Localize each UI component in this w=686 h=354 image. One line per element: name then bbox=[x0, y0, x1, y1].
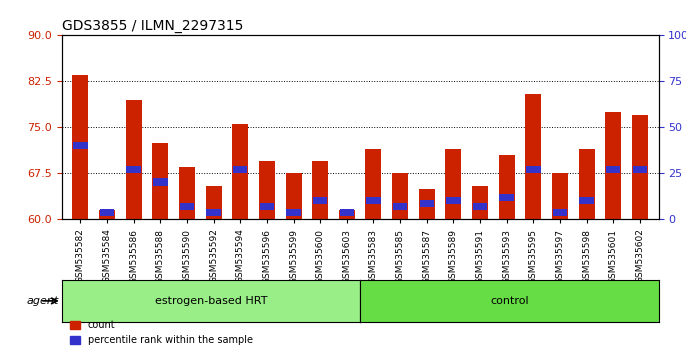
Bar bbox=[578, 149, 595, 219]
Bar bbox=[473, 203, 487, 210]
Bar bbox=[340, 209, 354, 216]
Bar bbox=[73, 142, 88, 149]
Bar bbox=[366, 197, 381, 204]
Bar bbox=[420, 200, 434, 207]
Bar bbox=[339, 210, 355, 219]
Bar bbox=[126, 100, 142, 219]
Bar bbox=[206, 186, 222, 219]
Bar bbox=[445, 149, 462, 219]
Bar bbox=[206, 209, 221, 216]
Bar bbox=[100, 209, 115, 216]
Bar bbox=[285, 173, 302, 219]
Bar bbox=[73, 75, 88, 219]
Bar bbox=[525, 94, 541, 219]
Bar bbox=[233, 166, 248, 173]
Bar bbox=[312, 161, 328, 219]
Text: control: control bbox=[490, 296, 529, 306]
Bar bbox=[526, 166, 541, 173]
Bar bbox=[632, 166, 647, 173]
Bar bbox=[606, 166, 620, 173]
Bar bbox=[499, 155, 514, 219]
Bar bbox=[99, 210, 115, 219]
Bar bbox=[580, 197, 594, 204]
Bar bbox=[259, 161, 275, 219]
Bar bbox=[286, 209, 300, 216]
Bar bbox=[313, 197, 327, 204]
Bar bbox=[152, 143, 168, 219]
Bar bbox=[632, 115, 648, 219]
Bar bbox=[552, 173, 568, 219]
Bar bbox=[153, 178, 167, 186]
Bar bbox=[366, 149, 381, 219]
Text: agent: agent bbox=[26, 296, 58, 306]
Bar bbox=[126, 166, 141, 173]
Bar bbox=[179, 167, 195, 219]
Bar bbox=[180, 203, 194, 210]
Bar bbox=[446, 197, 460, 204]
Bar bbox=[499, 194, 514, 201]
Text: estrogen-based HRT: estrogen-based HRT bbox=[155, 296, 267, 306]
Bar bbox=[472, 186, 488, 219]
Bar bbox=[605, 112, 622, 219]
Text: GDS3855 / ILMN_2297315: GDS3855 / ILMN_2297315 bbox=[62, 19, 243, 33]
Bar bbox=[553, 209, 567, 216]
Bar bbox=[392, 173, 408, 219]
Bar bbox=[393, 203, 407, 210]
Bar bbox=[418, 189, 435, 219]
Legend: count, percentile rank within the sample: count, percentile rank within the sample bbox=[67, 316, 257, 349]
Bar bbox=[233, 124, 248, 219]
Bar bbox=[260, 203, 274, 210]
